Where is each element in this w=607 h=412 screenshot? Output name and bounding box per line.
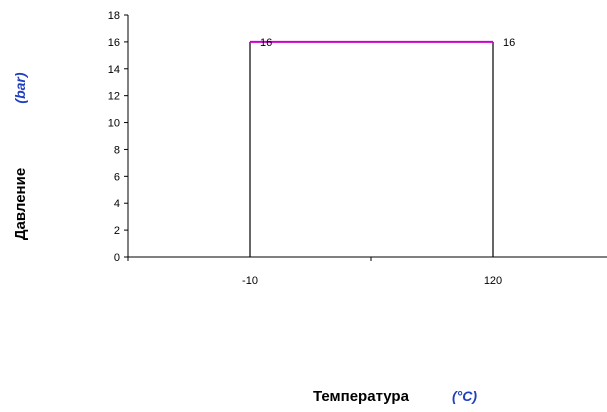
x-tick-label: -10: [242, 275, 258, 287]
y-tick-label: 10: [108, 118, 120, 130]
y-tick-label: 12: [108, 91, 120, 103]
axes: [124, 14, 607, 261]
y-tick-label: 18: [108, 10, 120, 22]
y-tick-label: 16: [108, 37, 120, 49]
data-label: 16: [503, 37, 515, 49]
y-axis-unit: (bar): [12, 72, 28, 103]
y-tick-label: 0: [114, 252, 120, 264]
x-axis-title: Температура: [313, 388, 410, 405]
marks: [249, 40, 494, 257]
y-tick-label: 14: [108, 64, 120, 76]
y-tick-label: 4: [114, 198, 120, 210]
y-tick-label: 2: [114, 225, 120, 237]
y-axis-title: Давление: [12, 168, 29, 240]
x-axis-unit: (°C): [452, 388, 477, 404]
y-tick-label: 8: [114, 144, 120, 156]
y-tick-label: 6: [114, 171, 120, 183]
data-label: 16: [260, 37, 272, 49]
labels: 0 2 4 6 8 10 12 14 16 18 -10 120 16 16: [108, 10, 516, 287]
x-tick-label: 120: [484, 275, 502, 287]
